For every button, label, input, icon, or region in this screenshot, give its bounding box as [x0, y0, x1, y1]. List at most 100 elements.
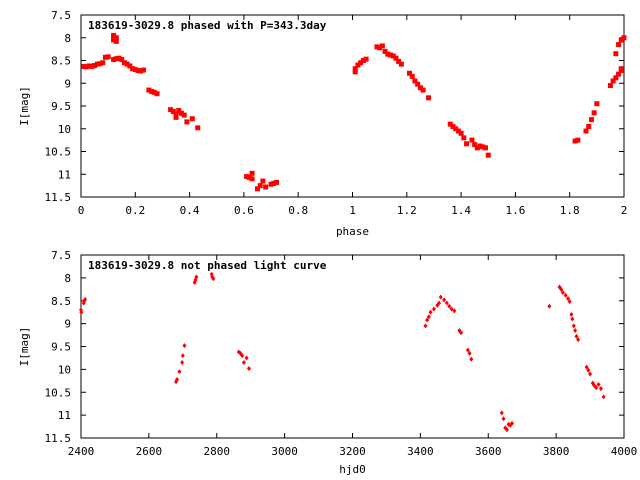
unphased-chart-title: 183619-3029.8 not phased light curve: [88, 259, 327, 272]
phased-y-tick-label: 9: [64, 77, 71, 90]
unphased-data-point: [570, 317, 574, 322]
phased-data-point: [421, 88, 426, 93]
phased-x-tick-label: 1.4: [451, 204, 471, 217]
unphased-data-point: [445, 301, 449, 306]
unphased-data-point: [245, 355, 249, 360]
phased-plot-frame: [81, 15, 624, 197]
phased-y-tick-label: 8.5: [51, 55, 71, 68]
phased-data-point: [195, 125, 200, 130]
unphased-data-point: [597, 382, 601, 387]
phased-y-tick-label: 10: [58, 123, 71, 136]
phased-x-tick-label: 0.2: [125, 204, 145, 217]
unphased-data-point: [439, 295, 443, 300]
unphased-y-tick-label: 10.5: [45, 386, 72, 399]
unphased-plot-frame: [81, 255, 624, 438]
phased-data-point: [182, 113, 187, 118]
phased-data-point: [619, 66, 624, 71]
phased-data-point: [399, 62, 404, 67]
phased-data-point: [486, 153, 491, 158]
phased-x-axis-label: phase: [336, 225, 369, 238]
phased-data-point: [592, 110, 597, 115]
unphased-x-tick-label: 2600: [136, 445, 163, 458]
unphased-x-tick-label: 2800: [204, 445, 231, 458]
phased-data-point: [274, 180, 279, 185]
phased-data-point: [613, 51, 618, 56]
phased-x-tick-label: 1: [349, 204, 356, 217]
unphased-y-tick-label: 8: [64, 272, 71, 285]
unphased-x-tick-label: 2400: [68, 445, 95, 458]
unphased-data-point: [599, 386, 603, 391]
phased-data-point: [364, 57, 369, 62]
light-curve-charts-svg: 0 0.2 0.4 0.6 0.8 1 1.2 1.4 1.6 1.8 27.588.599.510…: [0, 0, 640, 480]
unphased-x-tick-label: 4000: [611, 445, 638, 458]
phased-y-axis-label: I[mag]: [18, 86, 31, 126]
unphased-data-point: [572, 323, 576, 328]
phased-data-point: [263, 184, 268, 189]
unphased-x-tick-label: 3000: [271, 445, 298, 458]
phased-y-tick-label: 11: [58, 168, 71, 181]
phased-x-tick-label: 0.8: [288, 204, 308, 217]
phased-data-point: [250, 171, 255, 176]
unphased-y-tick-label: 7.5: [51, 249, 71, 262]
unphased-data-point: [502, 416, 506, 421]
unphased-data-point: [469, 357, 473, 362]
unphased-y-axis-label: I[mag]: [18, 327, 31, 367]
phased-data-point: [426, 95, 431, 100]
unphased-light-curve-panel: 2400 2600 2800 3000 3200 3400 3600 3800 4000 7.5 8…: [18, 249, 637, 476]
phased-data-point: [586, 124, 591, 129]
unphased-data-point: [429, 310, 433, 315]
unphased-y-tick-label: 9: [64, 318, 71, 331]
unphased-y-tick-label: 10: [58, 363, 71, 376]
phased-data-point: [469, 138, 474, 143]
unphased-x-axis-label: hjd0: [339, 463, 366, 476]
unphased-x-tick-label: 3400: [407, 445, 434, 458]
phased-x-tick-label: 0.4: [180, 204, 200, 217]
phased-light-curve-panel: 0 0.2 0.4 0.6 0.8 1 1.2 1.4 1.6 1.8 2 7.5 8 8.5 9 9.5 10…: [18, 9, 627, 238]
phased-y-tick-label: 8: [64, 32, 71, 45]
unphased-data-point: [564, 293, 568, 298]
unphased-y-tick-label: 11: [58, 409, 71, 422]
phased-data-point: [258, 183, 263, 188]
unphased-y-tick-label: 8.5: [51, 295, 71, 308]
phased-data-point: [155, 91, 160, 96]
phased-y-tick-label: 11.5: [45, 191, 72, 204]
phased-data-point: [461, 135, 466, 140]
unphased-data-point: [247, 366, 251, 371]
unphased-y-tick-label: 9.5: [51, 341, 71, 354]
unphased-data-point: [180, 360, 184, 365]
unphased-data-point: [177, 369, 181, 374]
phased-data-point: [184, 119, 189, 124]
phased-chart-title: 183619-3029.8 phased with P=343.3day: [88, 19, 327, 32]
unphased-data-point: [432, 306, 436, 311]
phased-data-point: [141, 68, 146, 73]
phased-data-point: [260, 179, 265, 184]
unphased-data-point: [242, 360, 246, 365]
unphased-data-point: [547, 304, 551, 309]
unphased-x-tick-label: 3600: [475, 445, 502, 458]
unphased-data-point: [500, 410, 504, 415]
phased-data-point: [589, 117, 594, 122]
phased-data-point: [380, 43, 385, 48]
phased-data-point: [190, 116, 195, 121]
phased-x-tick-label: 1.8: [560, 204, 580, 217]
phased-data-point: [575, 138, 580, 143]
phased-data-point: [464, 141, 469, 146]
phased-data-point: [174, 115, 179, 120]
phased-data-point: [583, 129, 588, 134]
unphased-data-point: [602, 394, 606, 399]
unphased-data-point: [569, 312, 573, 317]
phased-data-point: [616, 42, 621, 47]
phased-data-point: [594, 101, 599, 106]
unphased-data-point: [423, 323, 427, 328]
phased-data-point: [250, 176, 255, 181]
phased-x-tick-label: 1.2: [397, 204, 417, 217]
phased-data-point: [106, 54, 111, 59]
unphased-data-point: [181, 353, 185, 358]
phased-data-point: [459, 131, 464, 136]
phased-data-point: [100, 60, 105, 65]
unphased-x-tick-label: 3800: [543, 445, 570, 458]
unphased-data-point: [573, 328, 577, 333]
phased-y-tick-label: 9.5: [51, 100, 71, 113]
unphased-x-tick-label: 3200: [339, 445, 366, 458]
phased-x-tick-label: 1.6: [505, 204, 525, 217]
